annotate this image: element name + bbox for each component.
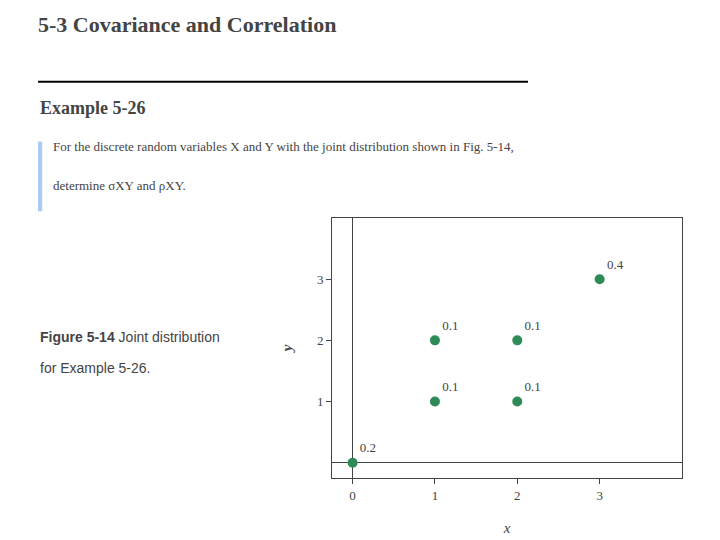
svg-text:0: 0 xyxy=(349,488,356,503)
svg-text:0.1: 0.1 xyxy=(442,318,458,333)
svg-text:2: 2 xyxy=(317,333,324,348)
svg-text:0.1: 0.1 xyxy=(525,318,541,333)
svg-text:3: 3 xyxy=(317,272,324,287)
svg-text:0.1: 0.1 xyxy=(525,379,541,394)
svg-text:5-3 Covariance and Correlation: 5-3 Covariance and Correlation xyxy=(38,12,336,37)
svg-text:0.2: 0.2 xyxy=(360,440,376,455)
svg-text:2: 2 xyxy=(514,488,521,503)
svg-text:3: 3 xyxy=(596,488,603,503)
svg-text:for Example 5-26.: for Example 5-26. xyxy=(40,360,151,376)
svg-text:Example 5-26: Example 5-26 xyxy=(40,98,146,118)
svg-text:y: y xyxy=(279,344,295,353)
svg-text:1: 1 xyxy=(317,394,324,409)
svg-text:1: 1 xyxy=(432,488,439,503)
svg-text:0.1: 0.1 xyxy=(442,379,458,394)
svg-text:0.4: 0.4 xyxy=(607,257,624,272)
svg-text:determine σXY and ρXY.: determine σXY and ρXY. xyxy=(53,178,186,193)
svg-text:x: x xyxy=(503,520,511,536)
svg-text:Figure 5-14 Joint distribution: Figure 5-14 Joint distribution xyxy=(40,329,220,345)
svg-text:For the discrete random variab: For the discrete random variables X and … xyxy=(53,139,514,154)
